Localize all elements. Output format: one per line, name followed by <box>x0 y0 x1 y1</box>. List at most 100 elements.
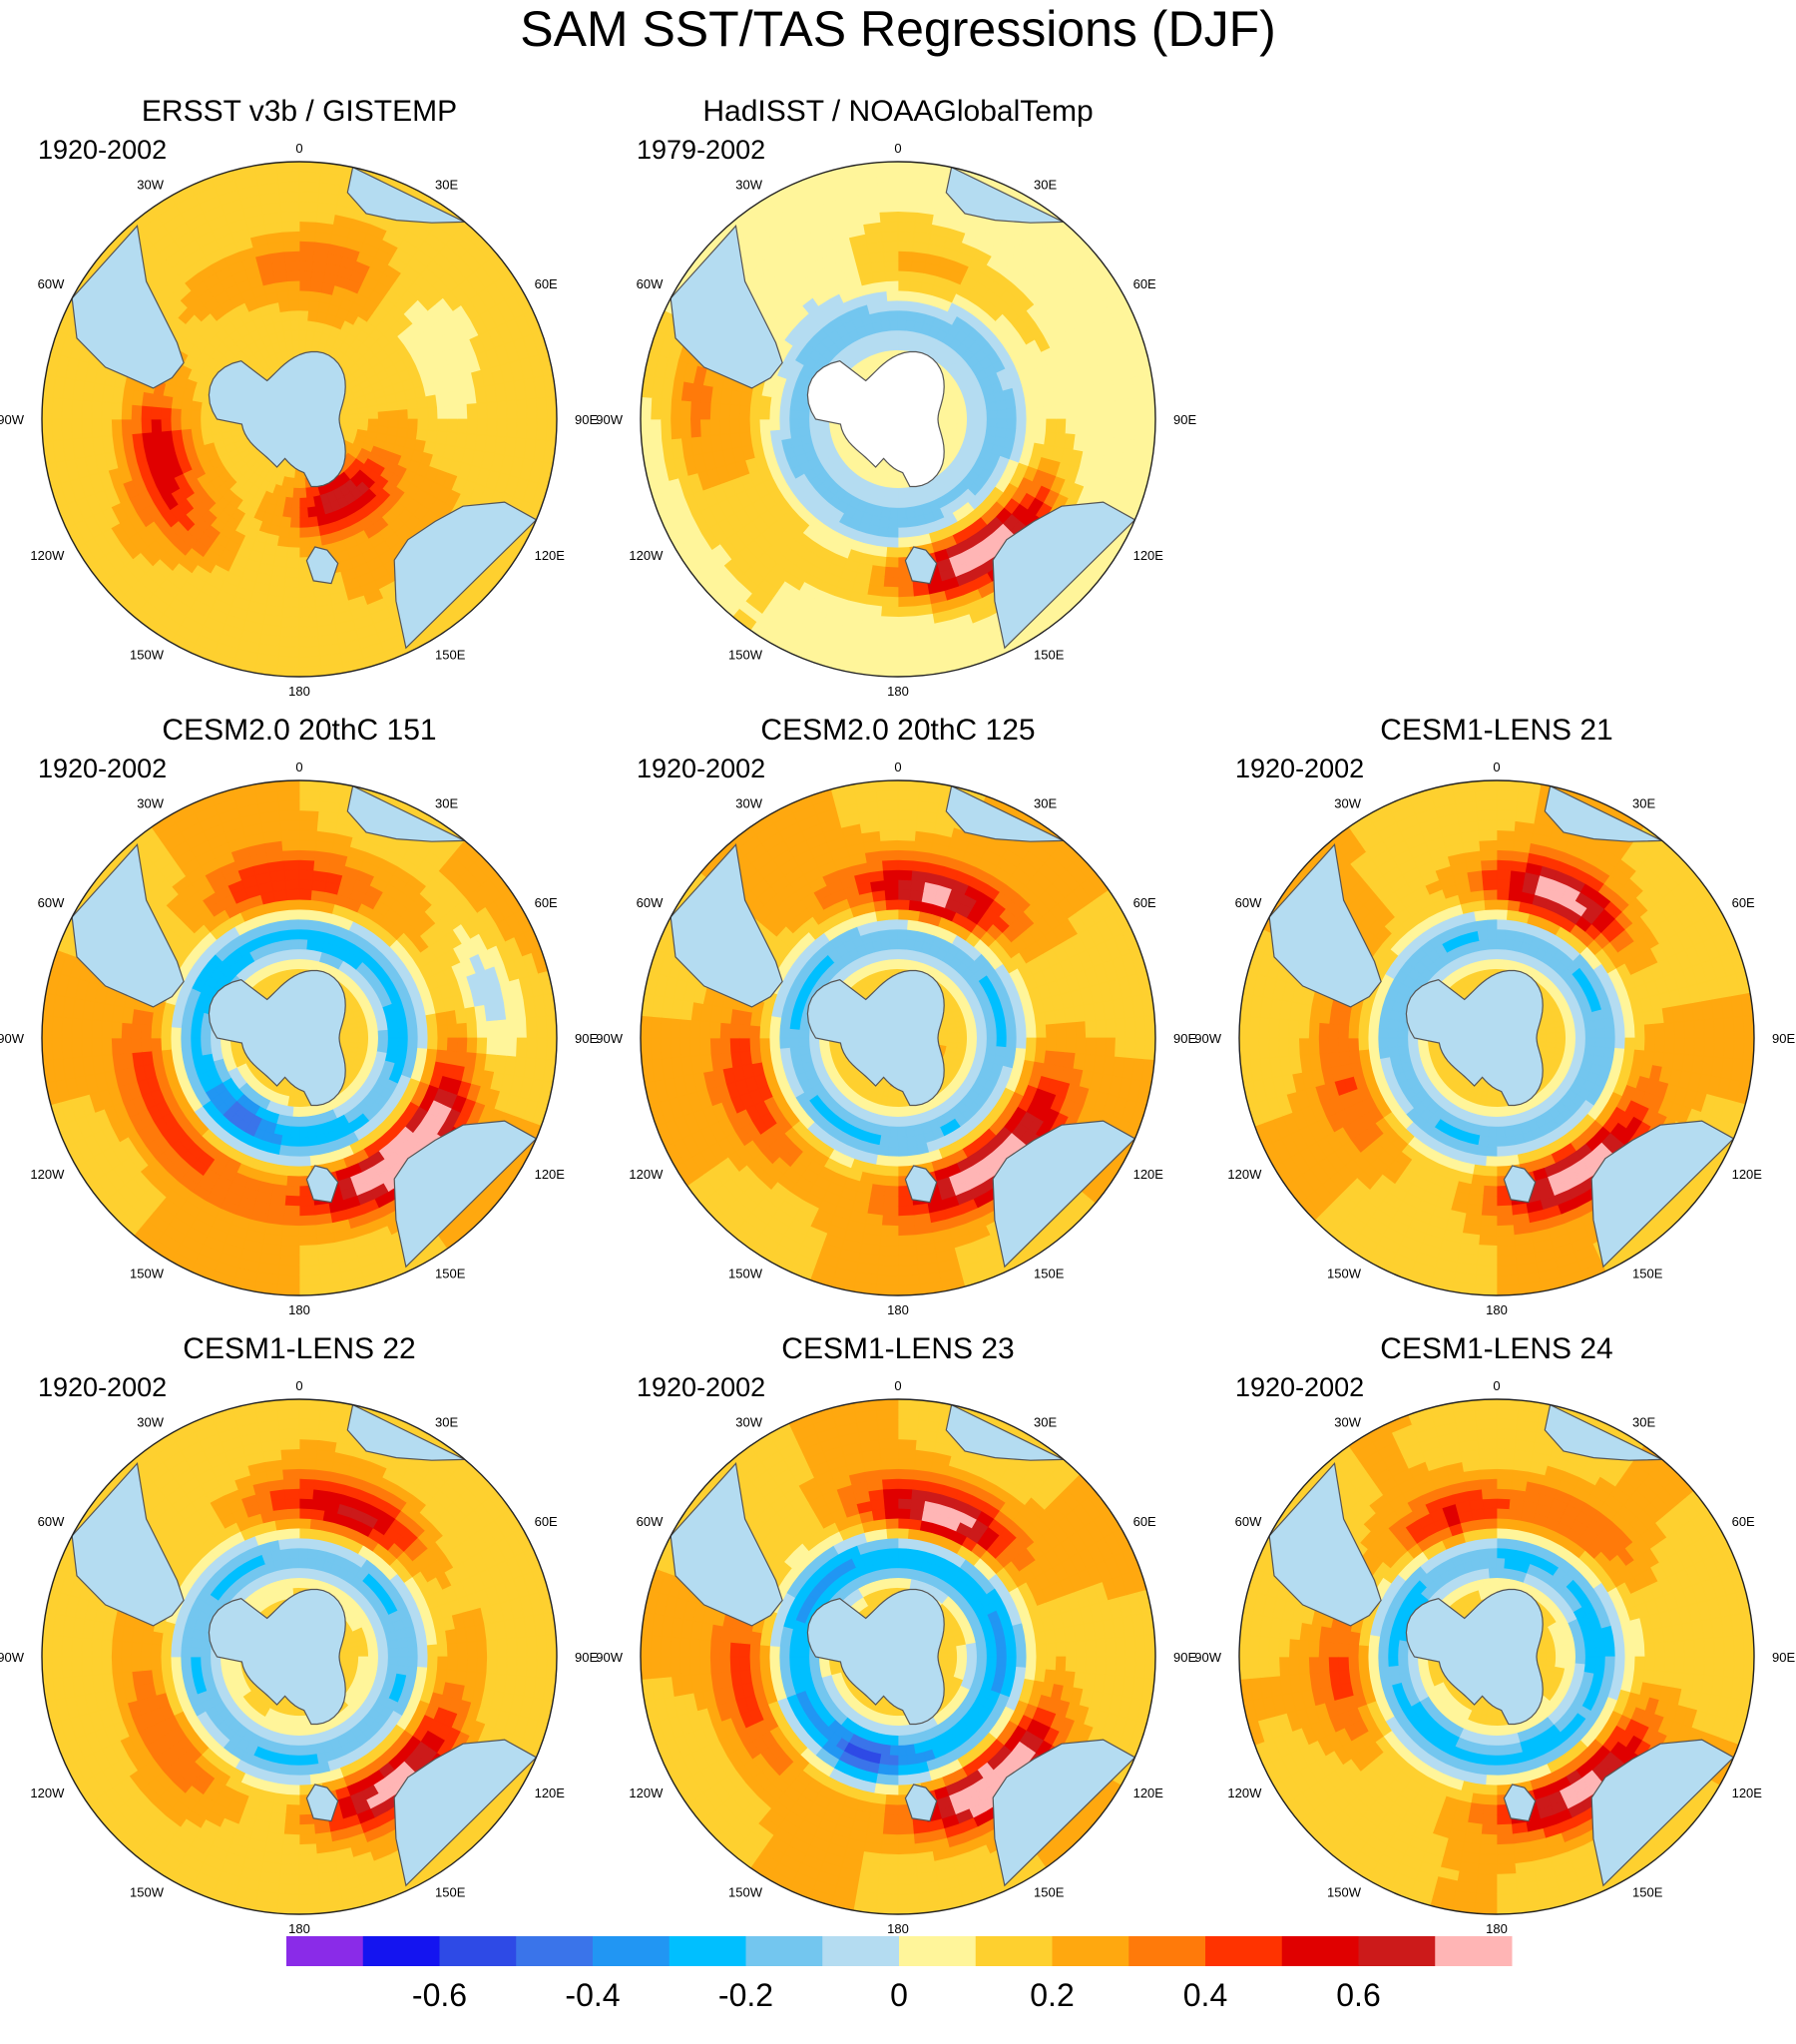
field-cell <box>897 210 917 223</box>
field-cell <box>407 1027 420 1039</box>
field-cell <box>288 1136 300 1149</box>
field-cell <box>897 527 909 540</box>
field-cell <box>110 418 123 436</box>
field-cell <box>283 576 300 589</box>
field-cell <box>417 418 430 431</box>
field-cell <box>887 517 899 530</box>
field-cell <box>1085 401 1098 420</box>
field-cell <box>1006 418 1019 430</box>
field-cell <box>338 414 350 420</box>
field-cell <box>288 917 300 930</box>
field-cell <box>496 400 509 420</box>
field-cell <box>466 402 479 420</box>
field-cell <box>688 400 701 420</box>
field-cell <box>357 412 370 420</box>
field-cell <box>1065 402 1078 420</box>
field-cell <box>298 279 312 291</box>
field-cell <box>150 1037 163 1052</box>
field-cell <box>285 888 300 901</box>
field-cell <box>879 616 899 629</box>
field-cell <box>160 406 172 420</box>
field-cell <box>397 1037 410 1049</box>
field-cell <box>718 418 731 436</box>
lon-label: 60E <box>535 276 558 291</box>
field-cell <box>150 1024 163 1039</box>
field-cell <box>718 402 731 420</box>
field-cell <box>150 418 163 433</box>
field-cell <box>698 401 711 420</box>
field-cell <box>897 298 909 311</box>
panel-period: 1979-2002 <box>637 135 765 165</box>
field-cell <box>298 898 312 910</box>
field-cell <box>888 318 899 331</box>
field-cell <box>748 405 761 420</box>
field-cell <box>947 413 959 420</box>
field-cell <box>986 418 999 429</box>
field-cell <box>110 402 123 420</box>
field-cell <box>282 240 300 253</box>
field-cell <box>407 418 420 430</box>
field-cell <box>456 403 469 420</box>
field-cell <box>1055 418 1068 435</box>
field-cell <box>298 868 315 881</box>
field-cell <box>286 547 300 559</box>
field-cell <box>883 566 899 579</box>
field-cell <box>708 402 721 420</box>
field-cell <box>758 418 770 432</box>
field-cell <box>897 596 915 609</box>
field-cell <box>387 1028 400 1039</box>
field-cell <box>298 888 313 901</box>
field-cell <box>1016 407 1029 420</box>
lon-label: 120E <box>1133 548 1164 563</box>
field-cell <box>897 537 910 550</box>
field-cell <box>446 1037 459 1053</box>
field-cell <box>728 418 741 435</box>
field-cell <box>130 403 143 420</box>
field-cell <box>881 230 899 243</box>
field-cell <box>298 527 310 540</box>
field-cell <box>160 418 172 432</box>
field-cell <box>120 402 133 420</box>
field-cell <box>291 957 300 970</box>
field-cell <box>897 487 906 500</box>
field-cell <box>284 878 300 891</box>
lon-label: 120W <box>30 548 65 563</box>
field-cell <box>890 338 899 351</box>
field-cell <box>880 606 899 619</box>
australia-land <box>393 501 538 650</box>
field-cell <box>1026 406 1038 420</box>
field-cell <box>446 1023 459 1039</box>
field-cell <box>298 606 317 619</box>
field-cell <box>140 1023 153 1039</box>
field-cell <box>387 418 400 429</box>
field-cell <box>738 418 751 434</box>
field-cell <box>897 220 916 233</box>
lon-label: 180 <box>288 684 310 699</box>
lon-label: 150E <box>1034 648 1065 663</box>
field-cell <box>996 418 1009 430</box>
field-cell <box>476 402 489 420</box>
lon-label: 30E <box>1034 177 1057 192</box>
field-cell <box>282 586 300 599</box>
regression-field <box>641 162 1155 677</box>
field-cell <box>298 240 316 253</box>
field-cell <box>897 507 908 520</box>
field-cell <box>897 606 916 619</box>
field-cell <box>160 1037 172 1051</box>
field-cell <box>1045 404 1058 420</box>
field-cell <box>882 250 899 262</box>
field-cell <box>281 606 300 619</box>
field-cell <box>1065 418 1078 436</box>
field-cell <box>397 418 410 430</box>
field-cell <box>285 269 300 282</box>
field-cell <box>881 596 899 609</box>
field-cell <box>284 566 300 579</box>
field-cell <box>807 418 820 428</box>
field-cell <box>287 1156 300 1169</box>
lon-label: 90W <box>0 412 25 427</box>
field-cell <box>298 907 311 920</box>
field-cell <box>288 517 300 530</box>
field-cell <box>888 507 899 520</box>
field-cell <box>286 279 300 291</box>
field-cell <box>545 396 557 420</box>
